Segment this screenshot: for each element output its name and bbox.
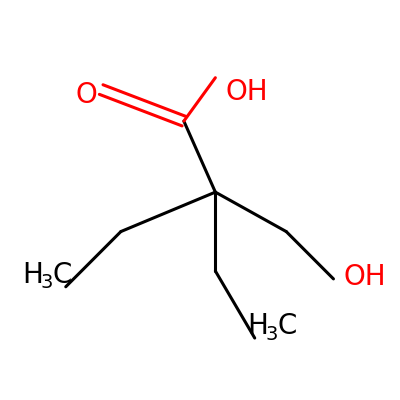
Text: C: C <box>53 261 72 289</box>
Text: OH: OH <box>225 78 268 106</box>
Text: H: H <box>22 261 43 289</box>
Text: C: C <box>278 312 297 340</box>
Text: 3: 3 <box>265 325 278 344</box>
Text: O: O <box>76 82 97 110</box>
Text: H: H <box>247 312 268 340</box>
Text: 3: 3 <box>41 273 53 292</box>
Text: OH: OH <box>343 263 386 291</box>
